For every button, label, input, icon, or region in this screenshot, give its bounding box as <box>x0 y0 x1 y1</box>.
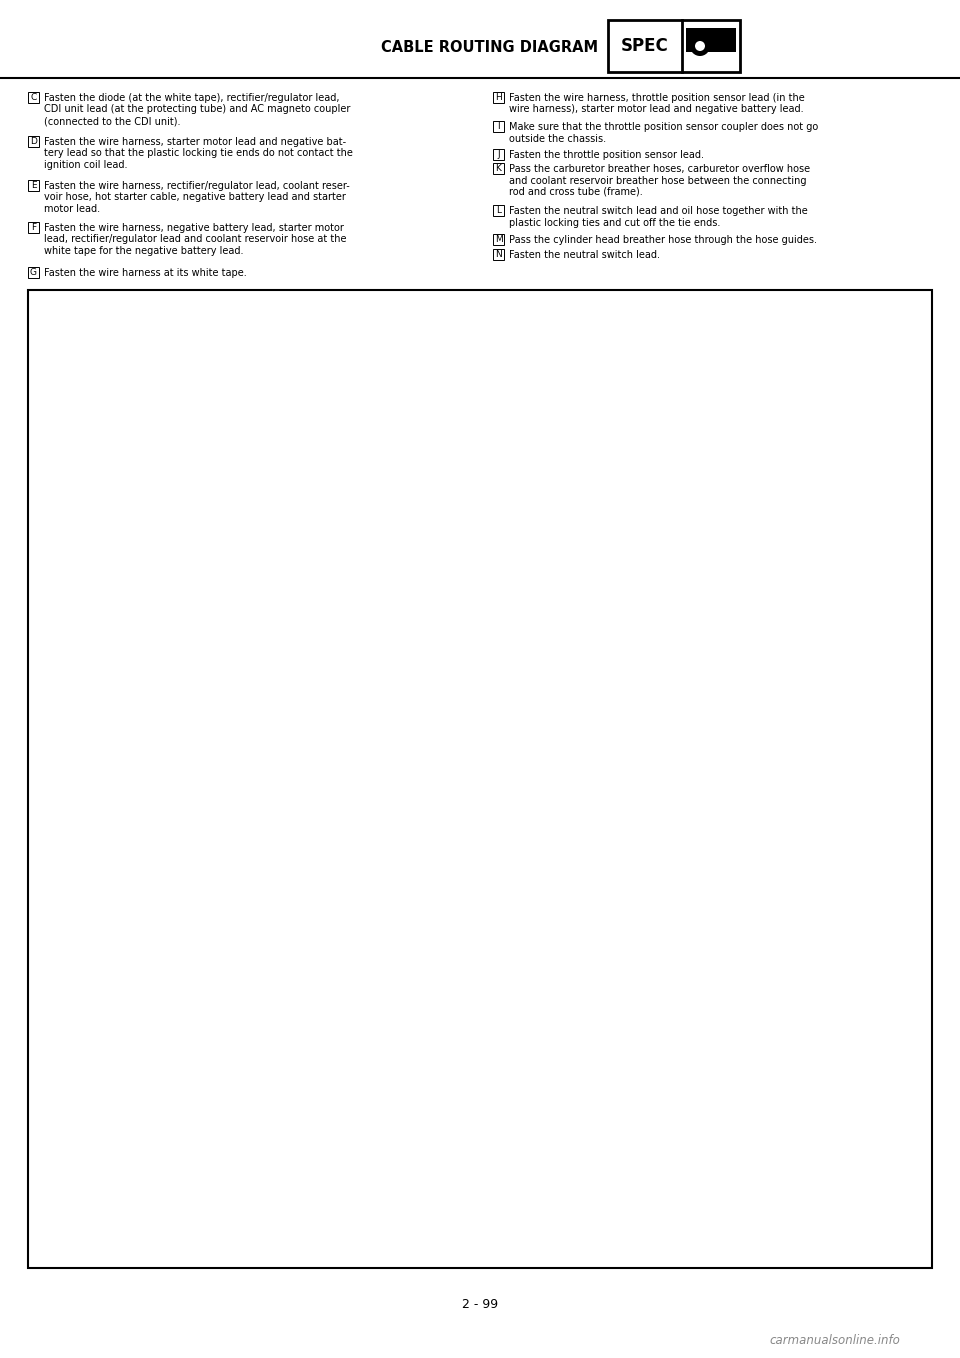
Text: motor lead.: motor lead. <box>44 204 100 215</box>
Bar <box>28 268 39 278</box>
Text: and coolant reservoir breather hose between the connecting: and coolant reservoir breather hose betw… <box>509 175 806 186</box>
Bar <box>28 136 39 147</box>
Text: Fasten the wire harness, rectifier/regulator lead, coolant reser-: Fasten the wire harness, rectifier/regul… <box>44 181 349 191</box>
Text: outside the chassis.: outside the chassis. <box>509 133 606 144</box>
Text: F: F <box>31 223 36 232</box>
Text: tery lead so that the plastic locking tie ends do not contact the: tery lead so that the plastic locking ti… <box>44 148 353 159</box>
Text: CABLE ROUTING DIAGRAM: CABLE ROUTING DIAGRAM <box>381 41 598 56</box>
Text: lead, rectifier/regulator lead and coolant reservoir hose at the: lead, rectifier/regulator lead and coola… <box>44 235 347 244</box>
Text: SPEC: SPEC <box>621 37 669 56</box>
Text: Fasten the diode (at the white tape), rectifier/regulator lead,: Fasten the diode (at the white tape), re… <box>44 92 340 103</box>
Text: voir hose, hot starter cable, negative battery lead and starter: voir hose, hot starter cable, negative b… <box>44 193 346 202</box>
Text: (connected to the CDI unit).: (connected to the CDI unit). <box>44 115 180 126</box>
Bar <box>28 291 932 1268</box>
Bar <box>493 121 504 132</box>
Bar <box>493 92 504 103</box>
Text: wire harness), starter motor lead and negative battery lead.: wire harness), starter motor lead and ne… <box>509 105 804 114</box>
Bar <box>28 92 39 103</box>
Text: Fasten the wire harness at its white tape.: Fasten the wire harness at its white tap… <box>44 268 247 278</box>
Text: Fasten the throttle position sensor lead.: Fasten the throttle position sensor lead… <box>509 149 704 160</box>
Bar <box>608 20 740 72</box>
Text: Pass the carburetor breather hoses, carburetor overflow hose: Pass the carburetor breather hoses, carb… <box>509 164 810 174</box>
Text: Pass the cylinder head breather hose through the hose guides.: Pass the cylinder head breather hose thr… <box>509 235 817 244</box>
Bar <box>493 149 504 160</box>
Text: C: C <box>31 92 36 102</box>
Text: Fasten the neutral switch lead.: Fasten the neutral switch lead. <box>509 250 660 259</box>
Text: Fasten the wire harness, throttle position sensor lead (in the: Fasten the wire harness, throttle positi… <box>509 92 804 103</box>
Text: D: D <box>30 137 36 147</box>
Text: H: H <box>495 92 502 102</box>
Text: I: I <box>497 122 500 130</box>
Text: Fasten the wire harness, negative battery lead, starter motor: Fasten the wire harness, negative batter… <box>44 223 344 234</box>
Text: rod and cross tube (frame).: rod and cross tube (frame). <box>509 187 643 197</box>
Bar <box>686 29 736 52</box>
Bar <box>493 205 504 216</box>
Text: carmanualsonline.info: carmanualsonline.info <box>770 1334 900 1347</box>
Text: 2 - 99: 2 - 99 <box>462 1298 498 1312</box>
Text: plastic locking ties and cut off the tie ends.: plastic locking ties and cut off the tie… <box>509 217 720 228</box>
Text: G: G <box>30 268 37 277</box>
Text: ignition coil lead.: ignition coil lead. <box>44 160 128 170</box>
Text: CDI unit lead (at the protecting tube) and AC magneto coupler: CDI unit lead (at the protecting tube) a… <box>44 105 350 114</box>
Text: white tape for the negative battery lead.: white tape for the negative battery lead… <box>44 246 244 257</box>
Text: Fasten the neutral switch lead and oil hose together with the: Fasten the neutral switch lead and oil h… <box>509 206 807 216</box>
Circle shape <box>690 37 710 56</box>
Text: N: N <box>495 250 502 259</box>
Text: Fasten the wire harness, starter motor lead and negative bat-: Fasten the wire harness, starter motor l… <box>44 137 347 147</box>
Bar <box>493 249 504 259</box>
Text: E: E <box>31 181 36 190</box>
Text: Make sure that the throttle position sensor coupler does not go: Make sure that the throttle position sen… <box>509 122 818 132</box>
Text: L: L <box>496 206 501 215</box>
Text: K: K <box>495 164 501 172</box>
Text: J: J <box>497 149 500 159</box>
Bar <box>493 163 504 174</box>
Bar <box>493 234 504 244</box>
Bar <box>28 221 39 234</box>
Circle shape <box>695 41 705 52</box>
Text: M: M <box>494 235 502 244</box>
Bar <box>28 181 39 191</box>
